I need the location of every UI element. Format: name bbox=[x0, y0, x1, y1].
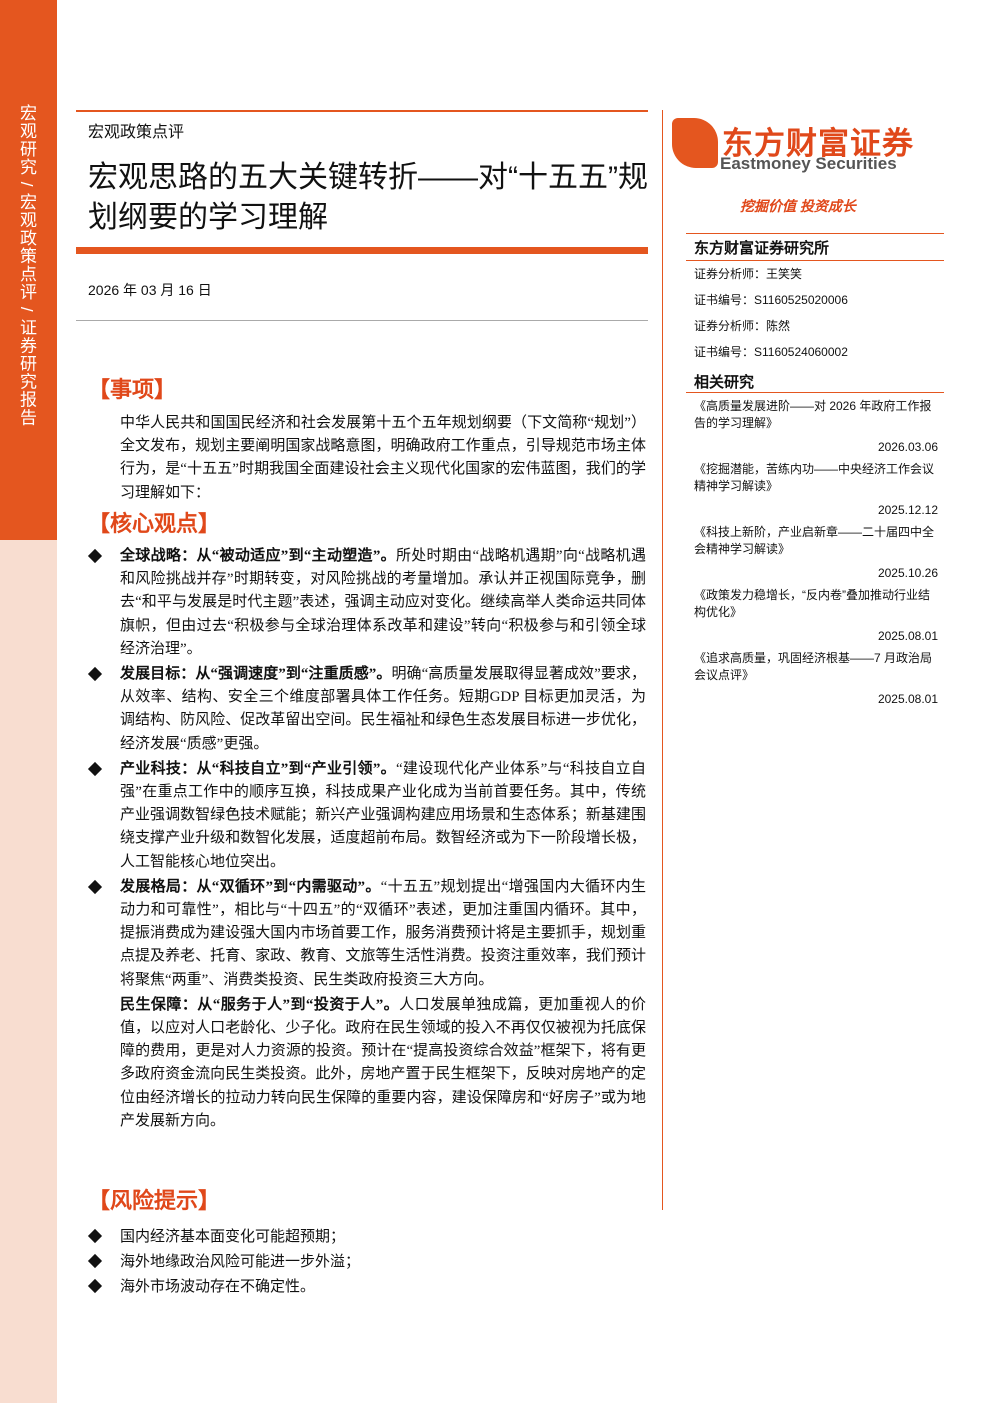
item-text: 人口发展单独成篇，更加重视人的价值，以应对人口老龄化、少子化。政府在民生领域的投… bbox=[120, 996, 646, 1129]
bullet bbox=[87, 761, 103, 776]
risk-item: 国内经济基本面变化可能超预期； bbox=[87, 1225, 646, 1250]
related-title: 《科技上新阶，产业启新章——二十届四中全会精神学习解读》 bbox=[694, 525, 935, 556]
core-item: 产业科技：从“科技自立”到“产业引领”。“建设现代化产业体系”与“科技自立自强”… bbox=[87, 758, 646, 874]
item-text: 海外地缘政治风险可能进一步外溢； bbox=[120, 1254, 361, 1270]
category: 宏观政策点评 bbox=[88, 124, 185, 141]
related-date: 2026.03.06 bbox=[877, 440, 938, 454]
item-lead: 民生保障：从“服务于人”到“投资于人”。 bbox=[120, 996, 400, 1013]
related-item: 《挖掘潜能，苦练内功——中央经济工作会议精神学习解读》 2025.12.12 bbox=[694, 461, 938, 519]
core-list: 全球战略：从“被动适应”到“主动塑造”。所处时期由“战略机遇期”向“战略机遇和风… bbox=[87, 545, 646, 1135]
analysts: 证券分析师：王笑笑证书编号：S1160525020006 证券分析师：陈然证书编号… bbox=[694, 261, 848, 365]
bullet bbox=[87, 1228, 103, 1244]
item-text: 国内经济基本面变化可能超预期； bbox=[120, 1229, 346, 1245]
risk-item: 海外地缘政治风险可能进一步外溢； bbox=[87, 1250, 646, 1275]
item-lead: 全球战略：从“被动适应”到“主动塑造”。 bbox=[120, 548, 396, 564]
rule bbox=[76, 247, 648, 254]
rule bbox=[76, 110, 648, 112]
rule bbox=[76, 320, 648, 321]
slogan: 挖掘价值 投资成长 bbox=[740, 198, 856, 214]
bullet bbox=[87, 879, 103, 894]
core-item: 发展目标：从“强调速度”到“注重质感”。明确“高质量发展取得显著成效”要求，从效… bbox=[87, 663, 646, 756]
bullet bbox=[87, 666, 103, 682]
logo-en: Eastmoney Securities bbox=[720, 154, 897, 173]
item-text: 海外市场波动存在不确定性。 bbox=[120, 1279, 316, 1295]
section-heading: 【核心观点】 bbox=[88, 511, 221, 536]
risk-list: 国内经济基本面变化可能超预期； 海外地缘政治风险可能进一步外溢； 海外市场波动存在不… bbox=[87, 1225, 646, 1300]
date: 2026 年 03 月 16 日 bbox=[88, 282, 212, 298]
sidebar-text: 宏观研究 / 宏观政策点评 / 证券研究报告 bbox=[17, 104, 36, 427]
related-title: 《高质量发展进阶——对 2026 年政府工作报告的学习理解》 bbox=[694, 399, 932, 430]
core-item: 发展格局：从“双循环”到“内需驱动”。“十五五”规划提出“增强国内大循环内生动力… bbox=[87, 876, 646, 992]
logo: 东方财富证券 bbox=[722, 126, 914, 161]
item-lead: 发展目标：从“强调速度”到“注重质感”。 bbox=[120, 666, 392, 683]
item-text: “建设现代化产业体系”与“科技自立自强”在重点工作中的顺序互换，科技成果产业化成… bbox=[120, 760, 646, 870]
item-text: “十五五”规划提出“增强国内大循环内生动力和可靠性”，相比与“十四五”的“双循环… bbox=[120, 878, 646, 988]
risk-item: 海外市场波动存在不确定性。 bbox=[87, 1275, 646, 1300]
item-text: 明确“高质量发展取得显著成效”要求，从效率、结构、安全三个维度部署具体工作任务。… bbox=[120, 666, 646, 752]
analyst: 证券分析师：王笑笑 bbox=[694, 267, 803, 281]
divider bbox=[662, 110, 663, 1210]
sidebar: 宏观研究 / 宏观政策点评 / 证券研究报告 bbox=[0, 0, 57, 1403]
bullet bbox=[87, 548, 103, 564]
item-lead: 产业科技：从“科技自立”到“产业引领”。 bbox=[120, 760, 396, 777]
bullet bbox=[87, 1278, 103, 1294]
related-date: 2025.08.01 bbox=[877, 692, 938, 706]
title: 宏观思路的五大关键转折——对“十五五”规划纲要的学习理解 bbox=[88, 161, 648, 234]
analyst: 证券分析师：陈然 bbox=[694, 319, 791, 333]
related-date: 2025.08.01 bbox=[877, 629, 938, 643]
related-item: 《科技上新阶，产业启新章——二十届四中全会精神学习解读》 2025.10.26 bbox=[694, 524, 938, 582]
related-title: 《政策发力稳增长，“反内卷”叠加推动行业结构优化》 bbox=[694, 588, 930, 619]
related-item: 《追求高质量，巩固经济根基——7 月政治局会议点评》 2025.08.01 bbox=[694, 650, 938, 708]
item-text: 所处时期由“战略机遇期”向“战略机遇和风险挑战并存”时期转变，对风险挑战的考量增… bbox=[120, 548, 646, 657]
related-date: 2025.12.12 bbox=[877, 503, 938, 517]
analyst: 证书编号：S1160525020006 bbox=[694, 293, 848, 307]
related-list: 《高质量发展进阶——对 2026 年政府工作报告的学习理解》 2026.03.06… bbox=[694, 396, 938, 713]
rule bbox=[686, 260, 944, 261]
section-heading: 【事项】 bbox=[88, 377, 177, 402]
section-heading: 【风险提示】 bbox=[88, 1188, 221, 1213]
paragraph: 中华人民共和国国民经济和社会发展第十五个五年规划纲要（下文简称“规划”）全文发布… bbox=[120, 415, 646, 501]
related-title: 相关研究 bbox=[694, 374, 755, 391]
related-title: 《挖掘潜能，苦练内功——中央经济工作会议精神学习解读》 bbox=[694, 462, 935, 493]
item-lead: 发展格局：从“双循环”到“内需驱动”。 bbox=[120, 878, 381, 895]
analyst: 证书编号：S1160524060002 bbox=[694, 345, 848, 359]
related-item: 《高质量发展进阶——对 2026 年政府工作报告的学习理解》 2026.03.06 bbox=[694, 398, 938, 456]
institute: 东方财富证券研究所 bbox=[694, 240, 830, 257]
related-date: 2025.10.26 bbox=[877, 566, 938, 580]
core-item: 全球战略：从“被动适应”到“主动塑造”。所处时期由“战略机遇期”向“战略机遇和风… bbox=[87, 545, 646, 661]
related-title: 《追求高质量，巩固经济根基——7 月政治局会议点评》 bbox=[694, 651, 933, 682]
related-item: 《政策发力稳增长，“反内卷”叠加推动行业结构优化》 2025.08.01 bbox=[694, 587, 938, 645]
rule bbox=[686, 392, 944, 393]
core-item: 民生保障：从“服务于人”到“投资于人”。人口发展单独成篇，更加重视人的价值，以应… bbox=[120, 994, 646, 1133]
rule bbox=[686, 233, 944, 234]
bullet bbox=[87, 1253, 103, 1269]
logo-mark bbox=[672, 118, 718, 168]
